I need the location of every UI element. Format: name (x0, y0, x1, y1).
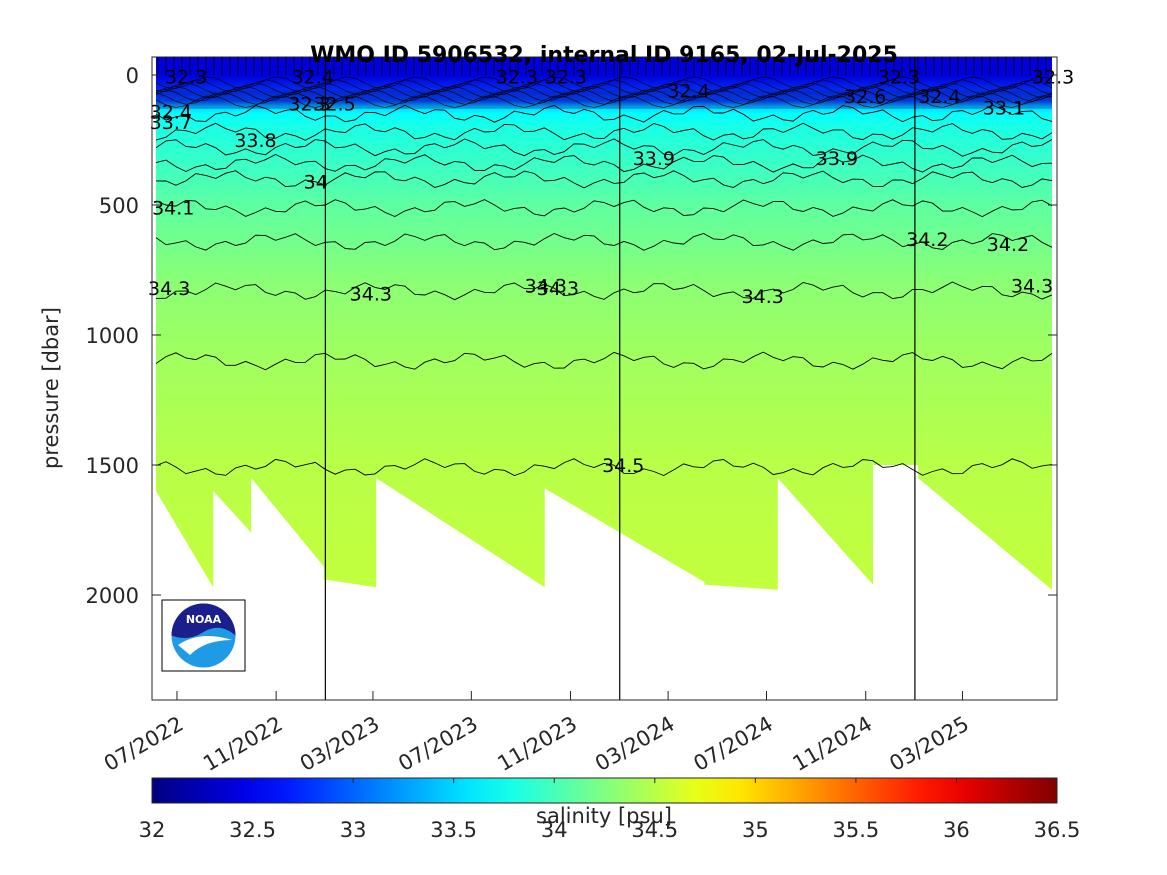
contour-label: 32.4 (292, 66, 334, 88)
contour-line (155, 281, 1053, 301)
y-tick-label: 1000 (86, 324, 139, 348)
contour-label: 32.6 (844, 86, 886, 108)
contour-label: 33.9 (816, 148, 858, 170)
contour-label: 32.5 (313, 94, 355, 116)
x-tick-label: 07/2023 (394, 712, 482, 776)
colorbar-tick-label: 35.5 (833, 818, 880, 842)
y-axis: 0 500 1000 1500 2000 (86, 64, 1057, 608)
mixed-layer-band (156, 90, 1052, 109)
contour-label: 32.3 (878, 66, 920, 88)
colorbar-label: salinity [psu] (536, 804, 672, 828)
contour-label: 34.3 (742, 286, 784, 308)
plot-frame (151, 56, 1058, 701)
contour-label: 33.7 (150, 112, 192, 134)
contour-labels: 32.3 32.4 32.3 32.332.4 32.632.332.432.332.3… (148, 66, 1074, 477)
contour-line (155, 170, 1053, 189)
contour-label: 34.1 (152, 198, 194, 220)
x-tick-label: 11/2024 (789, 712, 877, 776)
contour-label: 34.3 (148, 278, 190, 300)
salinity-field (156, 57, 1052, 590)
contour-label: 32.3 (288, 94, 330, 116)
contour-line (155, 104, 1053, 123)
contour-label: 32.3 (1032, 66, 1074, 88)
x-tick-label: 07/2022 (100, 712, 188, 776)
profile-tick-marks (157, 57, 1047, 75)
colorbar-tick-label: 32 (139, 818, 166, 842)
colorbar-tick-label: 36.5 (1034, 818, 1081, 842)
contour-label: 33.1 (983, 98, 1025, 120)
noaa-logo: NOAA (161, 599, 246, 672)
contour-line (155, 233, 1053, 251)
contour-label: 32.4 (918, 86, 960, 108)
contour-label: 32.4 (667, 81, 709, 103)
contour-label: 34.3 (525, 276, 567, 298)
contour-line (155, 138, 1053, 157)
x-tick-label: 07/2024 (689, 712, 777, 776)
contour-label: 32.3 (496, 66, 538, 88)
svg-text:NOAA: NOAA (186, 613, 222, 626)
contour-label: 32.3 (165, 66, 207, 88)
contour-label: 34.2 (906, 229, 948, 251)
contour-label: 33.9 (633, 148, 675, 170)
colorbar-ticks: 32 32.5 33 33.5 34 34.5 35 35.5 36 36.5 (139, 778, 1081, 842)
surface-contour-line (155, 85, 1053, 99)
contour-line (155, 458, 1053, 476)
salinity-fill (156, 57, 1052, 590)
surface-contour-line (155, 92, 1053, 105)
contour-line (155, 122, 1053, 141)
colorbar-tick-label: 33 (340, 818, 367, 842)
surface-contour-line (155, 95, 1053, 108)
surface-contour-line (155, 82, 1053, 96)
y-axis-label: pressure [dbar] (39, 307, 63, 469)
y-tick-label: 2000 (86, 584, 139, 608)
chart-title: WMO ID 5906532, internal ID 9165, 02-Jul… (310, 43, 898, 68)
colorbar (151, 777, 1058, 804)
y-tick-label: 1500 (86, 454, 139, 478)
y-tick-label: 500 (99, 194, 139, 218)
year-boundary-lines (324, 57, 916, 700)
contour-label: 34.3 (350, 283, 392, 305)
colorbar-tick-label: 34.5 (631, 818, 678, 842)
contour-label: 34 (304, 172, 328, 194)
surface-contour-line (155, 79, 1053, 93)
contour-label: 32.3 (545, 66, 587, 88)
contour-line (155, 153, 1053, 173)
x-tick-label: 03/2025 (885, 712, 973, 776)
contour-label: 34.2 (987, 234, 1029, 256)
colorbar-tick-label: 34 (541, 818, 568, 842)
contour-label: 33.8 (234, 130, 276, 152)
contour-label: 34.3 (1011, 276, 1053, 298)
colorbar-tick-label: 32.5 (229, 818, 276, 842)
contour-line (155, 351, 1053, 371)
colorbar-tick-label: 33.5 (430, 818, 477, 842)
colorbar-tick-label: 36 (943, 818, 970, 842)
surface-contour-line (155, 88, 1053, 102)
x-axis: 07/2022 11/2022 03/2023 07/2023 11/2023 03/20… (100, 691, 973, 776)
contour-label: 34.5 (602, 455, 644, 477)
colorbar-tick-label: 35 (742, 818, 769, 842)
x-tick-label: 11/2023 (493, 712, 581, 776)
x-tick-label: 03/2023 (296, 712, 384, 776)
x-tick-label: 11/2022 (199, 712, 287, 776)
contour-lines (155, 76, 1053, 476)
x-tick-label: 03/2024 (591, 712, 679, 776)
contour-label: 34.3 (537, 278, 579, 300)
contour-line (155, 199, 1053, 218)
contour-label: 32.4 (150, 101, 192, 123)
y-tick-label: 0 (126, 64, 139, 88)
